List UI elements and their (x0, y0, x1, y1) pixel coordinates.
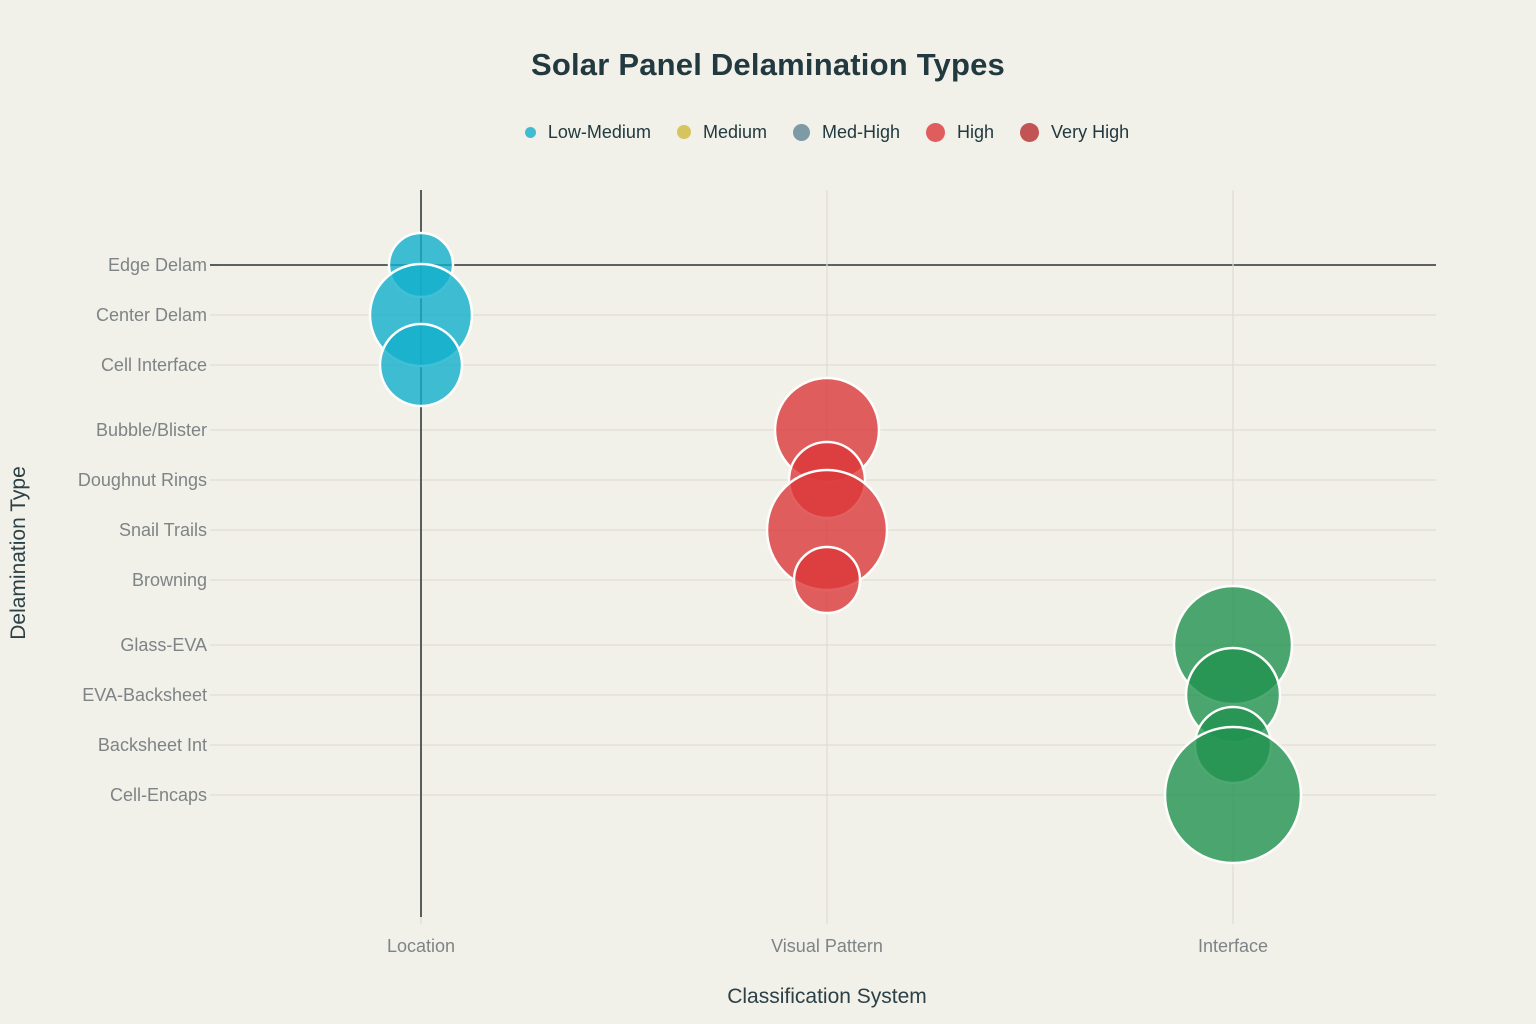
y-tick-label-glass-eva: Glass-EVA (120, 635, 207, 655)
y-tick-label-snail-trails: Snail Trails (118, 520, 207, 540)
y-tick-label-edge-delam: Edge Delam (107, 255, 207, 275)
legend-dot-very-high (1020, 122, 1040, 142)
legend-dot-med-high (792, 123, 810, 141)
legend-label: Low-Medium (547, 121, 651, 142)
legend-dot-low-medium (524, 126, 536, 138)
y-axis-title-text: Delamination Type (7, 466, 30, 640)
legend-label: Medium (702, 121, 767, 142)
legend-item-med-high[interactable]: Med-High (792, 121, 901, 143)
chart-title: Solar Panel Delamination Types (530, 47, 1005, 82)
y-tick-label-browning: Browning (131, 570, 207, 590)
legend-label: High (957, 121, 995, 142)
legend: Low-Medium Medium Med-High High Very High (218, 118, 1436, 146)
y-tick-label-cell-encaps: Cell-Encaps (109, 785, 207, 805)
bubble-visual-pattern-browning[interactable] (792, 545, 862, 615)
y-tick-label-backsheet-int: Backsheet Int (97, 735, 207, 755)
legend-dot-medium (676, 125, 691, 139)
legend-item-medium[interactable]: Medium (676, 121, 767, 143)
legend-label: Very High (1051, 121, 1130, 142)
bubble-location-cell-interface[interactable] (378, 322, 464, 408)
x-tick-label-interface: Interface (1197, 936, 1269, 956)
y-tick-label-doughnut-rings: Doughnut Rings (77, 470, 207, 490)
y-tick-label-cell-interface: Cell Interface (100, 355, 207, 375)
legend-item-very-high[interactable]: Very High (1020, 122, 1129, 143)
x-axis-title: Classification System (727, 985, 927, 1008)
legend-dot-high (926, 122, 946, 142)
legend-item-low-medium[interactable]: Low-Medium (524, 121, 651, 143)
y-tick-label-center-delam: Center Delam (95, 305, 207, 325)
y-tick-label-eva-backsheet: EVA-Backsheet (82, 685, 207, 705)
legend-label: Med-High (821, 121, 901, 142)
x-tick-label-visual-pattern: Visual Pattern (771, 936, 883, 956)
bubble-interface-cell-encaps[interactable] (1163, 725, 1303, 865)
legend-item-high[interactable]: High (926, 122, 994, 143)
x-tick-label-location: Location (386, 936, 456, 956)
y-tick-label-bubble-blister: Bubble/Blister (95, 420, 207, 440)
